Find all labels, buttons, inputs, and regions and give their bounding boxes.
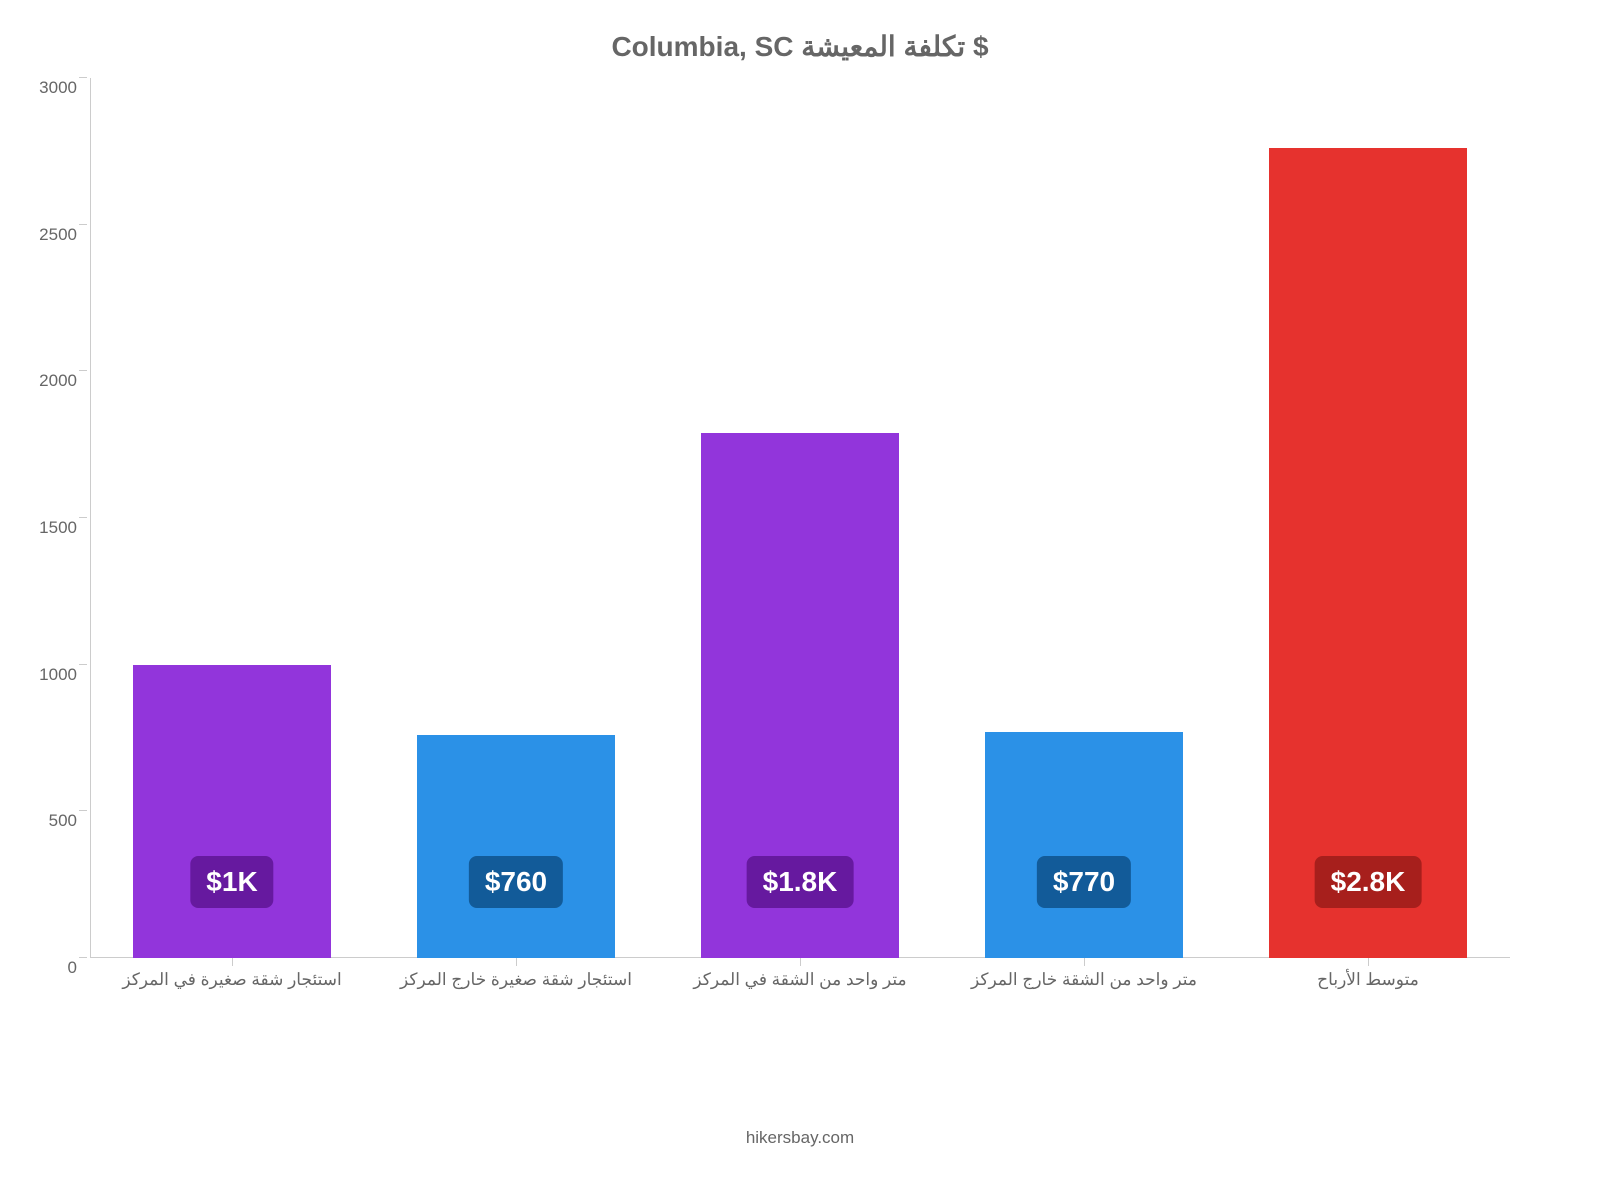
bar: $1.8K <box>701 433 900 958</box>
y-tick-label: 3000 <box>27 78 77 98</box>
bar-slot: $760 <box>374 78 658 958</box>
y-tick-label: 0 <box>27 958 77 978</box>
bar-value-label: $770 <box>1037 856 1131 908</box>
bar-slot: $1.8K <box>658 78 942 958</box>
bar: $760 <box>417 735 616 958</box>
x-tick-label: متر واحد من الشقة في المركز <box>693 970 906 990</box>
y-tick-mark <box>79 517 87 518</box>
y-tick-label: 2500 <box>27 225 77 245</box>
bar: $2.8K <box>1269 148 1468 958</box>
x-tick-mark <box>516 958 517 966</box>
x-axis-labels: استئجار شقة صغيرة في المركز استئجار شقة ص… <box>90 958 1510 1008</box>
y-tick-label: 1500 <box>27 518 77 538</box>
bar-slot: $770 <box>942 78 1226 958</box>
x-tick-label: متوسط الأرباح <box>1317 970 1419 990</box>
bar-slot: $1K <box>90 78 374 958</box>
x-tick-label: متر واحد من الشقة خارج المركز <box>971 970 1197 990</box>
y-tick-label: 1000 <box>27 665 77 685</box>
chart-title: Columbia, SC تكلفة المعيشة $ <box>90 30 1510 63</box>
y-tick-label: 2000 <box>27 371 77 391</box>
y-tick-mark <box>79 77 87 78</box>
bar-value-label: $1K <box>190 856 273 908</box>
y-tick-mark <box>79 224 87 225</box>
y-axis: 050010001500200025003000 <box>30 78 85 958</box>
y-tick-mark <box>79 810 87 811</box>
x-tick-mark <box>1368 958 1369 966</box>
y-tick-mark <box>79 664 87 665</box>
chart-container: Columbia, SC تكلفة المعيشة $ 05001000150… <box>90 30 1510 1040</box>
bar-value-label: $1.8K <box>747 856 854 908</box>
bar-value-label: $2.8K <box>1315 856 1422 908</box>
bars-layer: $1K $760 $1.8K $770 $2.8K <box>90 78 1510 958</box>
y-tick-mark <box>79 370 87 371</box>
plot-area: 050010001500200025003000 $1K$760$1.8K$77… <box>90 78 1510 958</box>
bar-slot: $2.8K <box>1226 78 1510 958</box>
x-tick-mark <box>800 958 801 966</box>
bar: $1K <box>133 665 332 958</box>
x-tick-mark <box>1084 958 1085 966</box>
y-tick-label: 500 <box>27 811 77 831</box>
x-tick-label: استئجار شقة صغيرة في المركز <box>122 970 341 990</box>
attribution-text: hikersbay.com <box>746 1128 854 1148</box>
x-tick-mark <box>232 958 233 966</box>
y-tick-mark <box>79 957 87 958</box>
x-tick-label: استئجار شقة صغيرة خارج المركز <box>400 970 632 990</box>
bar-value-label: $760 <box>469 856 563 908</box>
bar: $770 <box>985 732 1184 958</box>
